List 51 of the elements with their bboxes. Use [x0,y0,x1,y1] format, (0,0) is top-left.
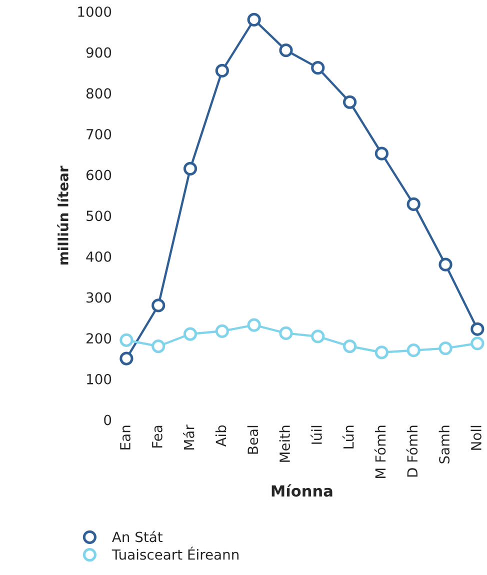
x-tick-label: Fea [152,426,162,448]
point [152,298,166,312]
y-axis-title: milliún lítear [57,166,68,264]
point [342,339,357,354]
y-tick-label: 200 [86,333,112,344]
point [342,95,357,109]
point [152,339,166,354]
y-tick-label: 900 [86,47,112,58]
y-tick-label: 600 [86,170,112,180]
point [247,12,261,26]
y-tick-label: 0 [104,414,112,426]
point [279,326,293,340]
point [120,352,134,366]
point [215,324,229,338]
legend-label: Tuaisceart Éireann [112,546,238,560]
point [374,146,389,160]
x-tick-label: Aib [215,425,226,447]
point [215,64,229,78]
point [311,61,325,75]
point [374,346,389,360]
point [311,330,325,344]
point [470,336,484,350]
y-tick-label: 100 [87,374,112,384]
legend-label: An Stát [112,530,163,542]
y-tick-label: 800 [86,88,112,99]
x-tick-label: Noll [470,426,482,450]
point [183,327,198,341]
x-tick-label: Már [182,424,194,450]
x-tick-label: Lún [342,426,354,448]
y-tick-label: 700 [86,128,112,140]
x-tick-label: Iúil [310,426,322,444]
y-tick-label: 400 [86,251,112,262]
point [438,342,452,356]
point [279,43,293,58]
x-tick-label: Meith [279,426,290,462]
point [470,322,484,336]
point [438,258,452,272]
y-tick-label: 1000 [78,6,112,17]
point [406,344,420,358]
x-tick-label: Ean [120,426,130,450]
x-tick-label: M Fómh [374,426,386,478]
x-tick-label: Samh [438,426,450,464]
y-tick-label: 300 [86,292,112,303]
point [406,197,420,211]
x-tick-label: Beal [247,426,258,454]
point [120,333,134,347]
point [183,162,198,176]
y-tick-label: 500 [86,210,112,222]
point [247,318,261,332]
x-axis-title: Míonna [272,484,332,497]
x-tick-label: D Fómh [406,426,418,477]
